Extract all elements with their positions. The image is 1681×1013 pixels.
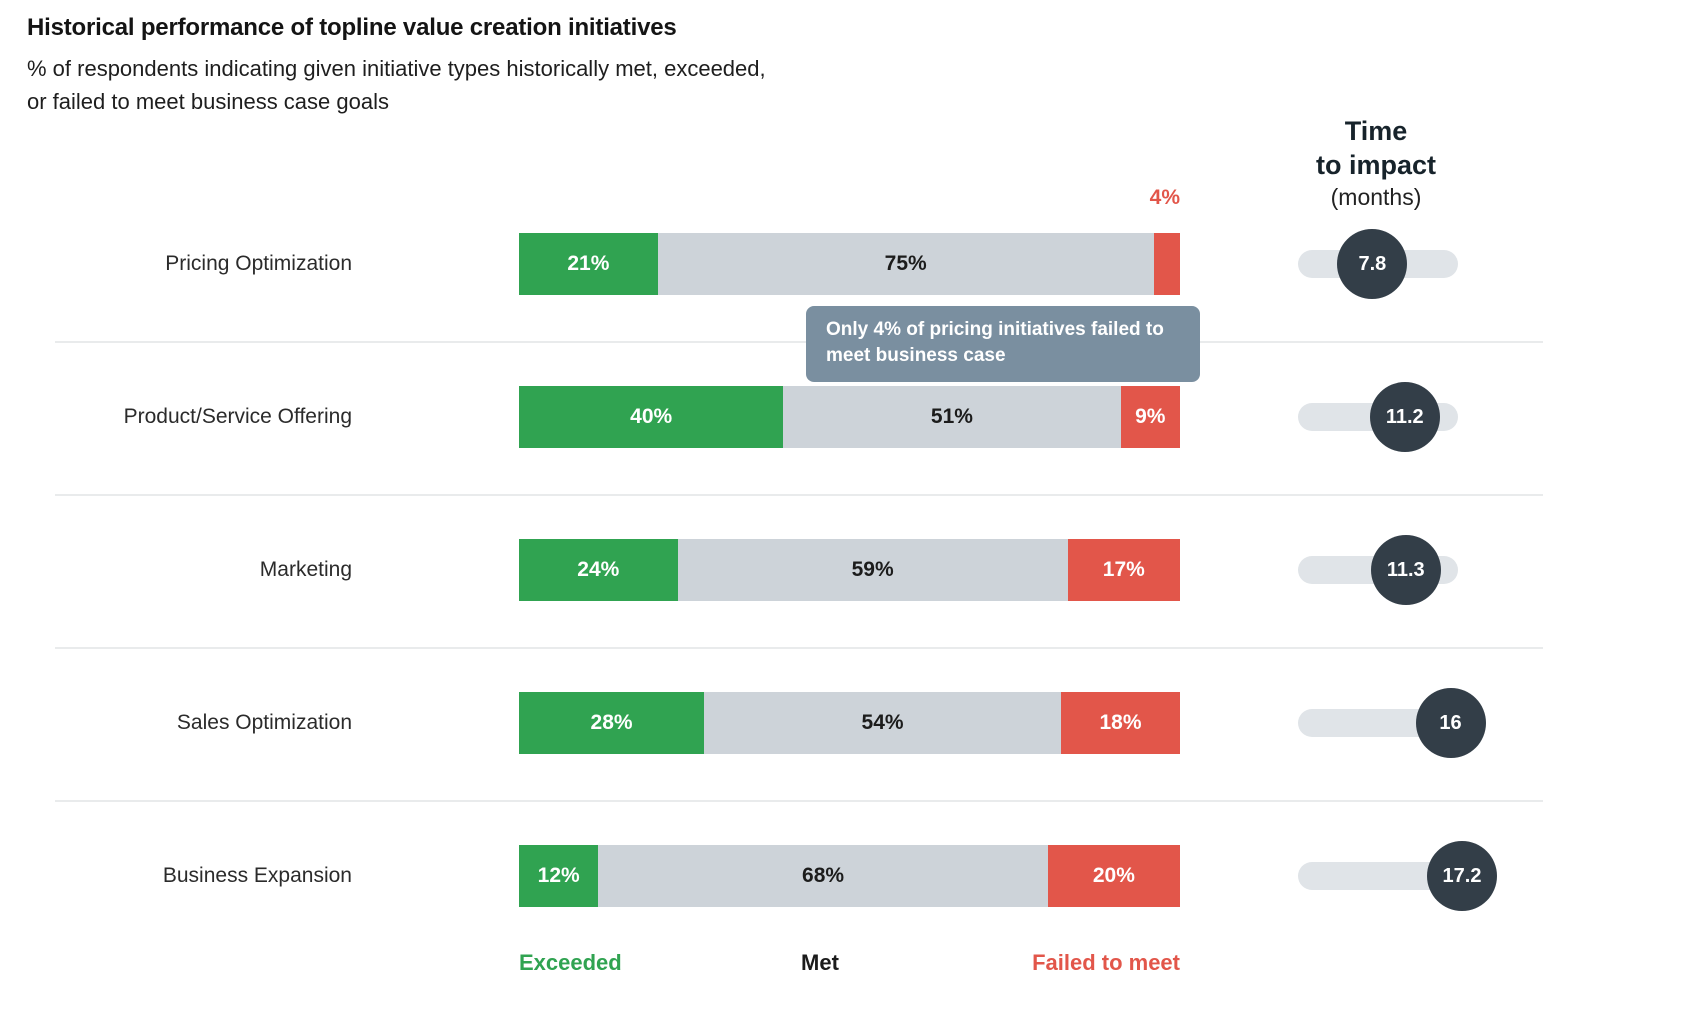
tooltip-callout: Only 4% of pricing initiatives failed to…	[806, 306, 1200, 382]
stacked-bar: 21% 75%	[519, 233, 1180, 295]
time-to-impact-header: Time to impact (months)	[1236, 114, 1516, 212]
segment-value-met: 54%	[861, 711, 904, 734]
time-header-line1: Time	[1344, 116, 1408, 146]
stacked-bar: 12% 68% 20%	[519, 845, 1180, 907]
bar-segment-failed: 17%	[1067, 539, 1180, 601]
segment-value-failed: 20%	[1092, 864, 1135, 887]
time-bubble: 11.3	[1370, 535, 1441, 605]
segment-value-failed: 18%	[1099, 711, 1142, 734]
chart-row: Sales Optimization 28% 54% 18% 16	[0, 688, 1681, 758]
bar-segment-exceeded: 28%	[519, 692, 705, 754]
segment-value-exceeded: 28%	[590, 711, 633, 734]
bar-segment-failed: 9%	[1120, 386, 1180, 448]
chart-subtitle: % of respondents indicating given initia…	[27, 52, 766, 118]
time-header-unit: (months)	[1330, 184, 1422, 210]
segment-value-exceeded: 21%	[567, 252, 610, 275]
time-bubble: 7.8	[1337, 229, 1408, 299]
row-label: Sales Optimization	[176, 711, 352, 734]
chart-row: Business Expansion 12% 68% 20% 17.2	[0, 841, 1681, 911]
failed-annotation-label: 4%	[1149, 186, 1180, 209]
segment-value-exceeded: 40%	[630, 405, 673, 428]
time-bubble: 11.2	[1369, 382, 1440, 452]
chart-row: Marketing 24% 59% 17% 11.3	[0, 535, 1681, 605]
segment-value-exceeded: 12%	[537, 864, 580, 887]
bar-segment-exceeded: 24%	[519, 539, 678, 601]
chart-title: Historical performance of topline value …	[27, 14, 677, 41]
row-divider	[55, 340, 1543, 343]
row-divider	[55, 493, 1543, 496]
row-label: Marketing	[259, 558, 352, 581]
bar-segment-failed: 20%	[1047, 845, 1180, 907]
segment-value-failed: 17%	[1102, 558, 1145, 581]
chart-subtitle-line2: or failed to meet business case goals	[27, 89, 389, 114]
row-label: Pricing Optimization	[165, 252, 352, 275]
chart-row: Product/Service Offering 40% 51% 9% 11.2	[0, 382, 1681, 452]
bar-segment-met: 51%	[783, 386, 1121, 448]
segment-value-met: 51%	[930, 405, 973, 428]
bar-segment-failed	[1153, 233, 1180, 295]
time-bubble: 17.2	[1427, 841, 1497, 911]
row-divider	[55, 799, 1543, 802]
segment-value-exceeded: 24%	[577, 558, 620, 581]
segment-value-met: 59%	[851, 558, 894, 581]
segment-value-failed: 9%	[1135, 405, 1166, 428]
row-label: Business Expansion	[162, 864, 352, 887]
segment-value-met: 75%	[884, 252, 927, 275]
chart-subtitle-line1: % of respondents indicating given initia…	[27, 56, 766, 81]
stacked-bar: 40% 51% 9%	[519, 386, 1180, 448]
segment-value-met: 68%	[802, 864, 845, 887]
time-bubble: 16	[1415, 688, 1486, 758]
bar-segment-exceeded: 21%	[519, 233, 658, 295]
legend-met: Met	[801, 950, 839, 975]
chart-row: Pricing Optimization 21% 75% 7.8	[0, 229, 1681, 299]
row-divider	[55, 646, 1543, 649]
legend-exceeded: Exceeded	[519, 950, 622, 975]
bar-segment-failed: 18%	[1061, 692, 1180, 754]
stacked-bar: 24% 59% 17%	[519, 539, 1180, 601]
bar-segment-met: 54%	[704, 692, 1062, 754]
bar-segment-met: 59%	[677, 539, 1068, 601]
stacked-bar: 28% 54% 18%	[519, 692, 1180, 754]
row-label: Product/Service Offering	[123, 405, 352, 428]
bar-segment-exceeded: 40%	[519, 386, 784, 448]
bar-segment-met: 68%	[598, 845, 1048, 907]
time-header-line2: to impact	[1315, 150, 1436, 180]
bar-segment-met: 75%	[657, 233, 1154, 295]
bar-segment-exceeded: 12%	[519, 845, 599, 907]
legend-failed: Failed to meet	[1032, 950, 1180, 975]
